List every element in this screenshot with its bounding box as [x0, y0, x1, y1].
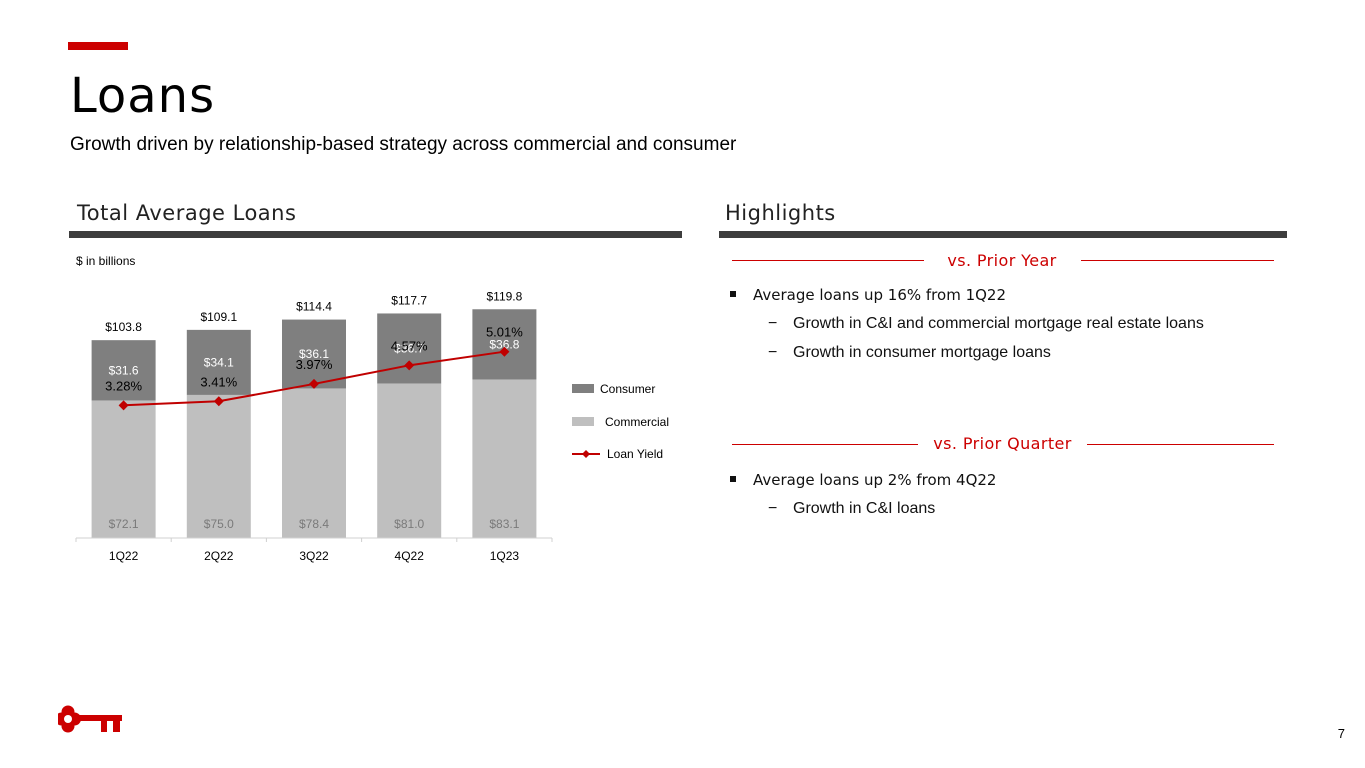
x-tick-label: 3Q22 [299, 549, 329, 563]
commercial-value-label: $75.0 [204, 517, 234, 531]
sub-bullet-text: Growth in consumer mortgage loans [793, 344, 1051, 361]
legend-commercial-swatch [572, 417, 594, 426]
commercial-value-label: $81.0 [394, 517, 424, 531]
consumer-value-label: $36.7 [394, 341, 424, 355]
loan-yield-point [309, 378, 319, 389]
bullet-square-icon [730, 475, 736, 482]
loan-yield-point [118, 400, 129, 411]
bullet-square-icon [730, 290, 736, 297]
consumer-bar [282, 319, 346, 389]
commercial-bar [472, 379, 537, 538]
commercial-bar [186, 394, 251, 538]
legend-loan-yield-label: Loan Yield [607, 447, 663, 461]
loan-yield-point [213, 396, 224, 407]
commercial-bar [91, 400, 156, 538]
total-value-label: $109.1 [200, 310, 237, 324]
commercial-bar [377, 383, 442, 538]
loan-yield-label: 5.01% [486, 325, 523, 340]
total-value-label: $117.7 [391, 293, 427, 307]
sub-bullet-text: Growth in C&I and commercial mortgage re… [793, 315, 1204, 332]
prior-quarter-bullet: Average loans up 2% from 4Q22 [730, 471, 996, 489]
loan-yield-label: 4.57% [391, 338, 428, 353]
loan-yield-label: 3.28% [105, 378, 142, 393]
prior-quarter-rule-left [732, 444, 918, 445]
x-tick-label: 2Q22 [204, 549, 234, 563]
highlights-rule [719, 231, 1287, 238]
highlights-title: Highlights [725, 201, 836, 225]
prior-quarter-sub-bullet-1: − Growth in C&I loans [768, 500, 936, 517]
key-logo-icon [58, 705, 122, 733]
x-tick-label: 1Q23 [490, 549, 520, 563]
commercial-value-label: $78.4 [299, 517, 329, 531]
chart-section-rule [69, 231, 682, 238]
prior-quarter-bullet-text: Average loans up 2% from 4Q22 [753, 471, 997, 489]
x-tick-label: 1Q22 [109, 549, 139, 563]
legend-consumer-label: Consumer [600, 382, 655, 396]
consumer-bar [91, 340, 156, 401]
consumer-value-label: $36.1 [299, 347, 329, 361]
units-note: $ in billions [76, 254, 136, 268]
commercial-value-label: $83.1 [489, 517, 519, 531]
loan-yield-point [499, 346, 510, 357]
page-subtitle: Growth driven by relationship-based stra… [70, 134, 737, 155]
commercial-bar [282, 388, 346, 538]
prior-year-bullet-text: Average loans up 16% from 1Q22 [753, 286, 1007, 304]
title-accent-bar [68, 42, 128, 50]
loan-yield-point [404, 360, 415, 371]
total-value-label: $119.8 [486, 289, 522, 303]
legend-commercial-label: Commercial [605, 415, 669, 429]
consumer-value-label: $31.6 [109, 363, 139, 377]
consumer-bar [472, 309, 537, 380]
total-value-label: $103.8 [105, 320, 142, 334]
prior-year-rule-left [732, 260, 924, 261]
consumer-bar [186, 329, 251, 395]
prior-year-heading: vs. Prior Year [947, 251, 1057, 270]
total-value-label: $114.4 [296, 300, 332, 314]
consumer-bar [377, 313, 442, 384]
chart-section-title: Total Average Loans [77, 201, 297, 225]
prior-quarter-rule-right [1087, 444, 1274, 445]
prior-year-rule-right [1081, 260, 1274, 261]
legend-consumer-swatch [572, 384, 594, 393]
page-title: Loans [70, 68, 216, 124]
sub-bullet-text: Growth in C&I loans [793, 500, 936, 517]
consumer-value-label: $34.1 [204, 355, 234, 369]
prior-year-sub-bullet-2: − Growth in consumer mortgage loans [768, 344, 1051, 361]
x-tick-label: 4Q22 [395, 549, 425, 563]
loan-yield-label: 3.97% [296, 357, 333, 372]
consumer-value-label: $36.8 [489, 337, 519, 351]
prior-year-sub-bullet-1: − Growth in C&I and commercial mortgage r… [768, 315, 1204, 332]
prior-year-bullet: Average loans up 16% from 1Q22 [730, 286, 1006, 304]
loan-yield-label: 3.41% [200, 374, 237, 389]
legend-loan-yield-marker [582, 450, 590, 458]
commercial-value-label: $72.1 [109, 517, 139, 531]
prior-quarter-heading: vs. Prior Quarter [933, 434, 1072, 453]
page-number: 7 [1337, 726, 1345, 741]
loans-chart: $72.1 $31.6 $103.8 1Q22 $75.0 $34.1 $109.1 2Q22… [75, 289, 669, 563]
